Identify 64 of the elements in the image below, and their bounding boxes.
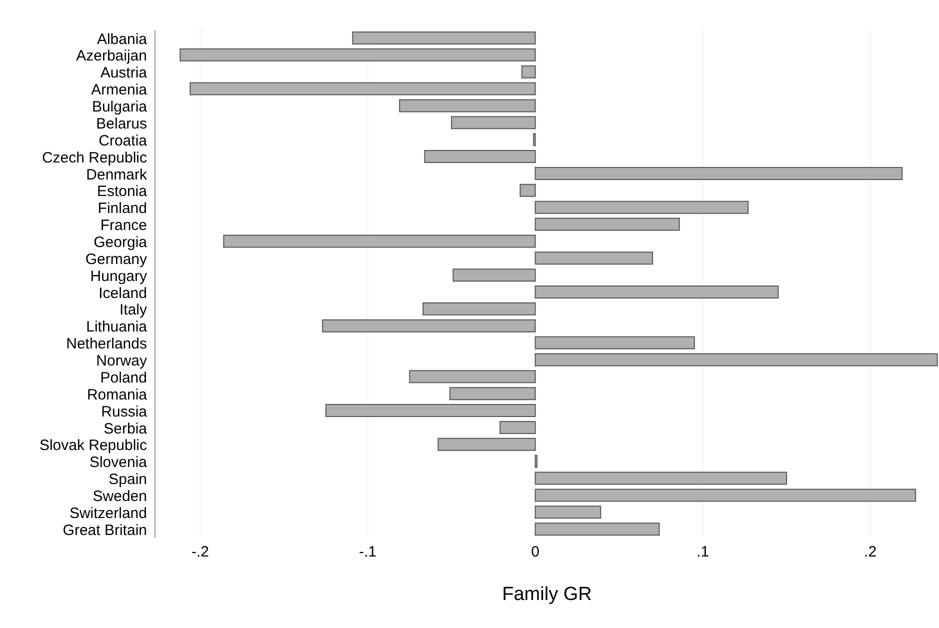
- y-tick-label: Georgia: [94, 234, 148, 251]
- bar: [180, 48, 536, 62]
- bar: [534, 200, 749, 214]
- bar: [521, 65, 536, 78]
- bar: [452, 268, 536, 282]
- y-tick-label: Italy: [119, 302, 148, 319]
- bar: [534, 353, 938, 366]
- y-tick-label: Norway: [96, 352, 148, 370]
- y-tick-label: Armenia: [91, 82, 148, 99]
- y-tick-label: Azerbaijan: [76, 48, 147, 65]
- y-tick-label: Spain: [108, 471, 147, 488]
- y-tick-label: Estonia: [96, 183, 148, 200]
- bar: [534, 252, 654, 265]
- y-tick-label: Finland: [98, 200, 147, 218]
- y-tick-label: Great Britain: [62, 522, 147, 539]
- y-tick-label: Belarus: [96, 115, 147, 132]
- bar: [534, 506, 602, 519]
- y-tick-label: Romania: [86, 386, 148, 404]
- y-tick-label: France: [100, 217, 147, 234]
- bar: [534, 166, 903, 180]
- bar: [424, 150, 536, 164]
- bar: [451, 116, 536, 130]
- y-tick-label: Albania: [96, 30, 148, 48]
- bar: [438, 438, 536, 451]
- y-tick-label: Iceland: [98, 284, 147, 302]
- bar: [190, 82, 536, 96]
- bar: [534, 522, 660, 536]
- x-tick-label: .2: [864, 544, 877, 561]
- y-tick-label: Lithuania: [86, 318, 148, 336]
- x-tick-label: -.1: [358, 544, 377, 561]
- x-tick-label: -.2: [191, 544, 209, 561]
- x-tick-label: 0: [531, 544, 540, 561]
- y-tick-label: Netherlands: [66, 336, 147, 353]
- y-tick-label: Czech Republic: [42, 149, 148, 166]
- x-axis-title: Family GR: [502, 584, 592, 605]
- x-tick-label: .1: [696, 544, 710, 561]
- bar: [352, 32, 536, 44]
- y-tick-label: Switzerland: [69, 504, 147, 522]
- bar: [534, 286, 779, 298]
- y-tick-label: Slovenia: [89, 454, 148, 472]
- bar: [409, 370, 536, 384]
- bar: [422, 302, 536, 316]
- bar: [325, 404, 536, 418]
- bar: [500, 420, 536, 434]
- y-tick-label: Croatia: [98, 132, 148, 150]
- bar: [223, 234, 536, 248]
- y-tick-label: Bulgaria: [92, 98, 148, 116]
- bar: [534, 488, 916, 502]
- bar: [534, 218, 680, 231]
- y-tick-label: Slovak Republic: [39, 437, 148, 454]
- bar: [534, 472, 788, 485]
- bar: [399, 99, 536, 112]
- y-tick-label: Austria: [100, 64, 148, 82]
- bar: [322, 319, 536, 332]
- y-tick-label: Poland: [100, 369, 147, 386]
- y-tick-label: Russia: [101, 403, 148, 420]
- y-tick-label: Sweden: [92, 488, 147, 505]
- bar: [520, 184, 536, 197]
- bar: [534, 336, 695, 350]
- y-tick-label: Denmark: [86, 166, 148, 184]
- bar: [449, 387, 536, 400]
- y-tick-label: Germany: [85, 250, 148, 268]
- y-tick-label: Serbia: [104, 420, 148, 438]
- y-tick-label: Hungary: [90, 268, 148, 285]
